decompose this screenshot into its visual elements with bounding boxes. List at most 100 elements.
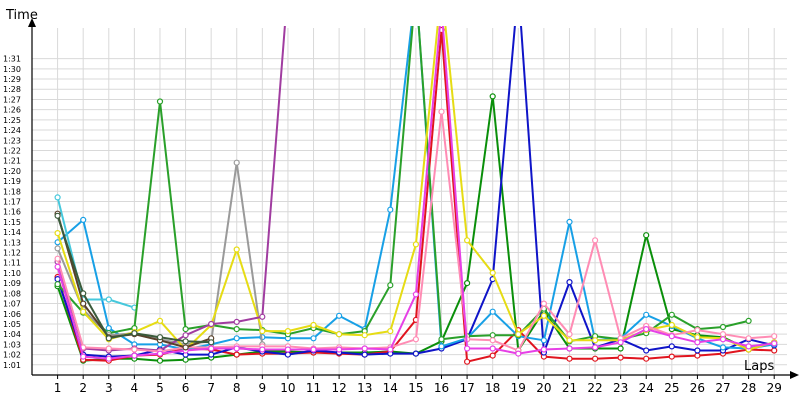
y-tick-label: 1:18: [3, 187, 21, 196]
y-tick-label: 1:28: [3, 85, 21, 94]
data-point: [310, 346, 317, 353]
data-point: [80, 216, 87, 223]
data-point: [54, 245, 61, 252]
y-tick-label: 1:21: [3, 157, 21, 166]
y-tick-label: 1:22: [3, 146, 21, 155]
y-tick-label: 1:08: [3, 289, 21, 298]
x-tick-label: 5: [156, 381, 164, 395]
data-point: [310, 335, 317, 342]
y-tick-label: 1:30: [3, 65, 21, 74]
data-point: [54, 255, 61, 262]
y-tick-label: 1:06: [3, 310, 21, 319]
data-point: [694, 339, 701, 346]
series-line: [56, 26, 286, 352]
data-point: [259, 328, 266, 335]
x-tick-label: 12: [331, 381, 346, 395]
data-point: [284, 346, 291, 353]
data-point: [182, 344, 189, 351]
data-point: [412, 336, 419, 343]
y-tick-label: 1:09: [3, 279, 21, 288]
x-tick-label: 17: [459, 381, 474, 395]
data-point: [617, 354, 624, 361]
data-point: [515, 350, 522, 357]
data-point: [668, 321, 675, 329]
y-tick-label: 1:17: [3, 198, 21, 207]
data-point: [489, 352, 496, 359]
data-point: [771, 347, 778, 354]
data-point: [668, 333, 675, 340]
data-point: [208, 320, 215, 328]
data-point: [515, 331, 522, 338]
x-tick-label: 9: [259, 381, 267, 395]
x-tick-label: 28: [741, 381, 756, 395]
data-point: [694, 347, 701, 354]
data-point: [643, 311, 650, 318]
y-tick-label: 1:24: [3, 126, 21, 135]
data-point: [719, 331, 727, 338]
data-point: [233, 246, 240, 253]
data-point: [464, 280, 471, 287]
data-point: [182, 326, 189, 333]
data-point: [591, 337, 599, 344]
data-point: [105, 355, 112, 362]
x-tick-label: 15: [408, 381, 423, 395]
x-tick-label: 23: [613, 381, 628, 395]
axes: [28, 18, 799, 379]
x-axis-arrow: [790, 371, 799, 379]
data-point: [745, 317, 752, 324]
x-tick-label: 26: [690, 381, 705, 395]
data-point: [80, 300, 87, 307]
data-point: [668, 353, 675, 360]
data-point: [489, 332, 496, 339]
data-point: [208, 339, 215, 346]
data-point: [387, 282, 394, 289]
data-point: [591, 237, 599, 244]
x-tick-labels: 1 2 3 4 5 6 7 8 9 10 11 12 13 14 15 16 17 18 19 20 21 22 23 24 2…: [54, 381, 782, 395]
data-point: [540, 337, 548, 344]
data-point: [105, 296, 112, 303]
x-tick-label: 13: [357, 381, 372, 395]
y-tick-label: 1:20: [3, 167, 21, 176]
x-tick-label: 16: [434, 381, 449, 395]
data-point: [464, 358, 471, 365]
y-tick-label: 1:04: [3, 330, 21, 339]
data-point: [131, 352, 138, 359]
data-point: [105, 345, 112, 352]
x-tick-label: 14: [383, 381, 398, 395]
data-point: [540, 346, 548, 353]
data-point: [105, 325, 112, 332]
data-point: [668, 311, 675, 318]
data-point: [387, 206, 394, 213]
y-tick-label: 1:16: [3, 208, 21, 217]
data-point: [438, 108, 445, 115]
y-tick-label: 1:14: [3, 228, 21, 237]
data-point: [719, 323, 727, 331]
data-point: [182, 356, 189, 363]
series-13: [54, 212, 215, 346]
x-tick-label: 29: [767, 381, 782, 395]
y-tick-label: 1:07: [3, 300, 21, 309]
data-point: [387, 328, 394, 335]
data-point: [771, 333, 778, 340]
data-point: [668, 343, 675, 350]
data-point: [361, 351, 368, 358]
data-point: [566, 331, 573, 338]
grid-lines: [32, 28, 787, 375]
data-point: [336, 346, 343, 353]
y-tick-label: 1:03: [3, 340, 21, 349]
data-point: [566, 337, 573, 344]
data-point: [233, 351, 240, 358]
x-tick-label: 11: [306, 381, 321, 395]
data-point: [566, 218, 573, 225]
data-point: [182, 338, 189, 345]
data-point: [643, 355, 650, 362]
x-tick-label: 2: [79, 381, 87, 395]
x-tick-label: 27: [715, 381, 730, 395]
x-tick-label: 21: [562, 381, 577, 395]
data-point: [361, 332, 368, 339]
data-point: [412, 241, 419, 248]
y-tick-label: 1:01: [3, 361, 21, 370]
data-point: [54, 194, 61, 201]
data-point: [694, 327, 701, 334]
y-tick-label: 1:27: [3, 95, 21, 104]
